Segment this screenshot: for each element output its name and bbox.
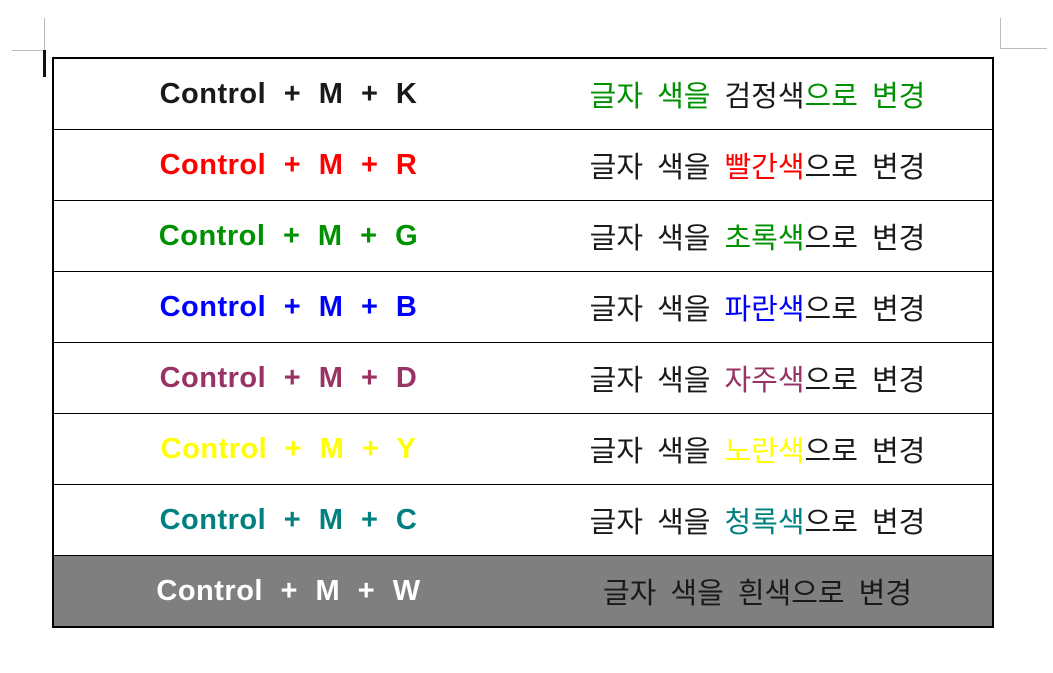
margin-mark-top-left-horizontal	[12, 50, 44, 51]
table-row: Control + M + C 글자 색을 청록색으로 변경	[54, 484, 992, 555]
desc-color-word: 노란색	[724, 436, 805, 468]
shortcut-cell[interactable]: Control + M + C	[54, 485, 523, 555]
shortcut-cell[interactable]: Control + M + B	[54, 272, 523, 342]
shortcut-cell[interactable]: Control + M + K	[54, 59, 523, 129]
desc-suffix: 으로 변경	[804, 436, 926, 468]
shortcut-table: Control + M + K 글자 색을 검정색으로 변경 Control +…	[52, 57, 994, 628]
margin-mark-top-left-vertical	[44, 18, 45, 50]
shortcut-label: Control + M + D	[159, 361, 418, 394]
desc-prefix: 글자 색을	[589, 223, 725, 255]
shortcut-label: Control + M + K	[159, 77, 418, 110]
desc-prefix: 글자 색을	[589, 152, 725, 184]
table-row: Control + M + W 글자 색을 흰색으로 변경	[54, 555, 992, 626]
desc-suffix: 으로 변경	[804, 223, 926, 255]
desc-suffix: 으로 변경	[804, 152, 926, 184]
desc-suffix: 으로 변경	[804, 507, 926, 539]
table-row: Control + M + K 글자 색을 검정색으로 변경	[54, 59, 992, 129]
table-row: Control + M + R 글자 색을 빨간색으로 변경	[54, 129, 992, 200]
margin-mark-top-right-horizontal	[1000, 48, 1047, 49]
shortcut-label: Control + M + Y	[160, 432, 417, 465]
desc-color-word: 파란색	[724, 294, 805, 326]
shortcut-label: Control + M + R	[159, 148, 418, 181]
description-cell[interactable]: 글자 색을 파란색으로 변경	[523, 272, 992, 342]
desc-color-word: 초록색	[724, 223, 805, 255]
desc-suffix: 으로 변경	[804, 81, 926, 113]
description-cell[interactable]: 글자 색을 자주색으로 변경	[523, 343, 992, 413]
desc-prefix: 글자 색을	[589, 81, 725, 113]
desc-suffix: 으로 변경	[791, 578, 912, 610]
description-text: 글자 색을 초록색으로 변경	[590, 215, 926, 257]
description-cell[interactable]: 글자 색을 검정색으로 변경	[523, 59, 992, 129]
shortcut-cell[interactable]: Control + M + Y	[54, 414, 523, 484]
shortcut-cell[interactable]: Control + M + D	[54, 343, 523, 413]
description-text: 글자 색을 흰색으로 변경	[603, 570, 912, 612]
shortcut-cell[interactable]: Control + M + W	[54, 556, 523, 626]
shortcut-label: Control + M + C	[159, 503, 418, 536]
description-cell[interactable]: 글자 색을 초록색으로 변경	[523, 201, 992, 271]
margin-mark-top-right-vertical	[1000, 18, 1001, 48]
description-text: 글자 색을 자주색으로 변경	[590, 357, 926, 399]
table-row: Control + M + D 글자 색을 자주색으로 변경	[54, 342, 992, 413]
description-cell[interactable]: 글자 색을 노란색으로 변경	[523, 414, 992, 484]
desc-color-word: 자주색	[724, 365, 805, 397]
desc-suffix: 으로 변경	[804, 294, 926, 326]
description-cell[interactable]: 글자 색을 빨간색으로 변경	[523, 130, 992, 200]
text-cursor	[43, 50, 46, 77]
shortcut-label: Control + M + W	[156, 574, 421, 607]
desc-prefix: 글자 색을	[589, 365, 725, 397]
desc-color-word: 청록색	[724, 507, 805, 539]
description-text: 글자 색을 빨간색으로 변경	[590, 144, 926, 186]
desc-color-word: 흰색	[737, 578, 792, 610]
desc-prefix: 글자 색을	[589, 507, 725, 539]
description-text: 글자 색을 청록색으로 변경	[590, 499, 926, 541]
desc-prefix: 글자 색을	[603, 578, 738, 610]
shortcut-label: Control + M + B	[159, 290, 418, 323]
description-text: 글자 색을 검정색으로 변경	[590, 73, 926, 115]
table-row: Control + M + Y 글자 색을 노란색으로 변경	[54, 413, 992, 484]
description-cell[interactable]: 글자 색을 청록색으로 변경	[523, 485, 992, 555]
shortcut-cell[interactable]: Control + M + G	[54, 201, 523, 271]
desc-prefix: 글자 색을	[589, 294, 725, 326]
description-text: 글자 색을 노란색으로 변경	[590, 428, 926, 470]
shortcut-label: Control + M + G	[158, 219, 419, 252]
description-text: 글자 색을 파란색으로 변경	[590, 286, 926, 328]
desc-suffix: 으로 변경	[804, 365, 926, 397]
table-row: Control + M + B 글자 색을 파란색으로 변경	[54, 271, 992, 342]
shortcut-cell[interactable]: Control + M + R	[54, 130, 523, 200]
desc-color-word: 빨간색	[724, 152, 805, 184]
description-cell[interactable]: 글자 색을 흰색으로 변경	[523, 556, 992, 626]
desc-prefix: 글자 색을	[589, 436, 725, 468]
desc-color-word: 검정색	[724, 81, 805, 113]
table-row: Control + M + G 글자 색을 초록색으로 변경	[54, 200, 992, 271]
